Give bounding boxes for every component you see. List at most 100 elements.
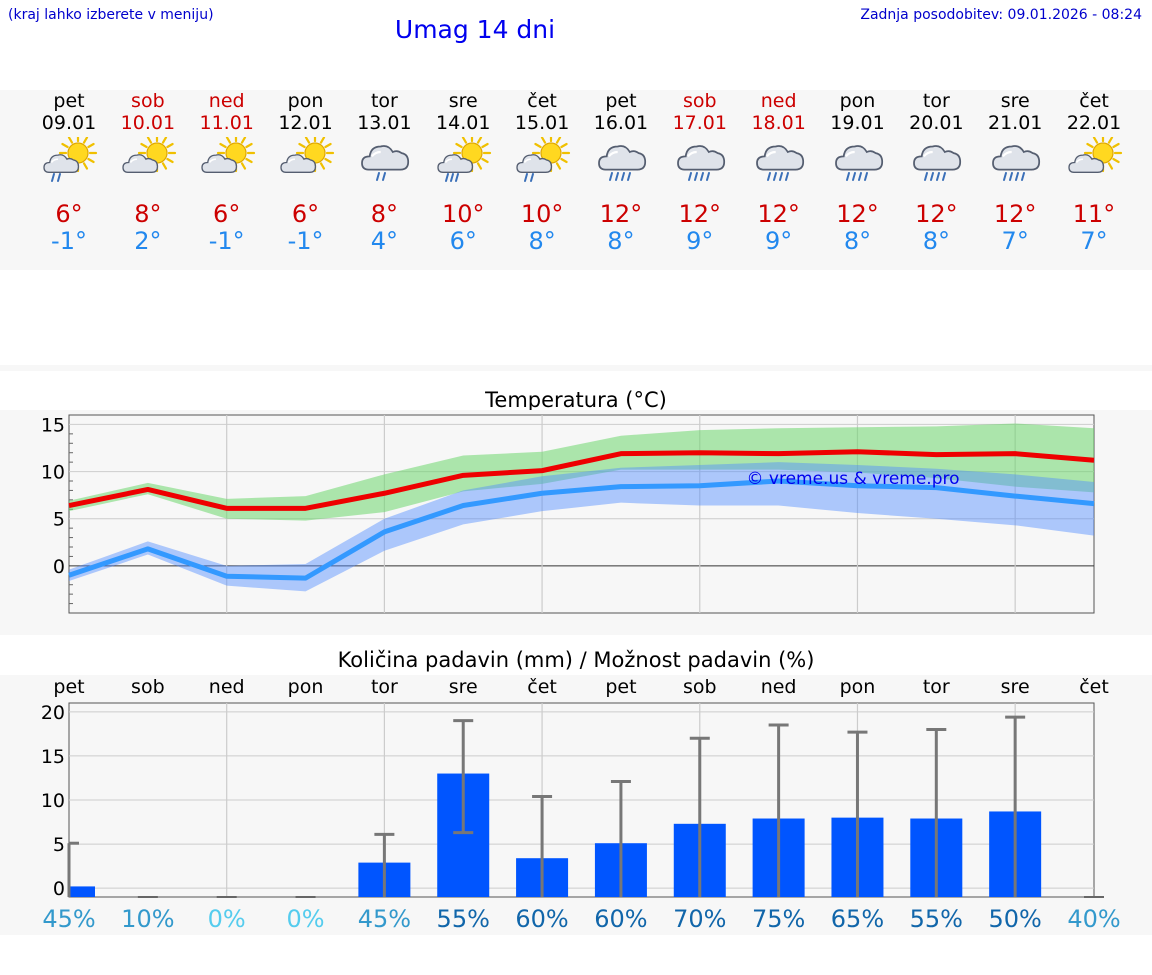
day-forecast: tor 13.01 8° 4° bbox=[339, 90, 429, 270]
day-forecast: ned 18.01 12° 9° bbox=[734, 90, 824, 270]
precip-day-label: sob bbox=[683, 676, 717, 698]
location-menu-hint[interactable]: (kraj lahko izberete v meniju) bbox=[8, 7, 214, 23]
day-name: pon bbox=[287, 90, 324, 112]
cloud-heavy-rain-icon bbox=[834, 145, 883, 181]
day-date: 10.01 bbox=[120, 112, 176, 134]
max-temperature: 6° bbox=[291, 200, 320, 228]
precip-day-label: čet bbox=[527, 676, 557, 698]
precip-probability-label: 50% bbox=[988, 905, 1041, 933]
temp-max-range-band bbox=[69, 423, 1094, 521]
last-update-timestamp: Zadnja posodobitev: 09.01.2026 - 08:24 bbox=[860, 7, 1142, 23]
sun-cloud-rain-icon bbox=[516, 137, 571, 182]
precip-day-label: sre bbox=[1001, 676, 1030, 698]
day-name: ned bbox=[760, 90, 797, 112]
max-temperature: 6° bbox=[213, 200, 241, 228]
temp-min-range-band bbox=[69, 462, 1094, 592]
min-temperature: 7° bbox=[1080, 227, 1108, 255]
precip-day-label: pon bbox=[840, 676, 876, 698]
precip-y-tick-label: 15 bbox=[41, 746, 65, 768]
min-temperature: 8° bbox=[528, 227, 556, 255]
day-name: čet bbox=[1079, 90, 1109, 112]
precip-y-tick-label: 10 bbox=[41, 790, 65, 812]
precip-day-label: sob bbox=[131, 676, 165, 698]
day-forecast: sre 14.01 10° 6° bbox=[418, 90, 508, 270]
day-name: čet bbox=[527, 90, 557, 112]
temp-max-line bbox=[68, 449, 1095, 511]
max-temperature: 12° bbox=[599, 200, 643, 228]
precip-probability-label: 55% bbox=[437, 905, 490, 933]
min-temperature: 4° bbox=[370, 227, 399, 255]
precip-probability-label: 0% bbox=[286, 905, 324, 933]
cloud-heavy-rain-icon bbox=[598, 145, 647, 181]
precip-probability-label: 45% bbox=[42, 905, 95, 933]
day-date: 17.01 bbox=[672, 112, 727, 134]
max-temperature: 10° bbox=[520, 200, 564, 228]
max-temperature: 6° bbox=[55, 200, 83, 228]
day-name: sob bbox=[683, 90, 717, 112]
temp-y-tick-label: 10 bbox=[41, 462, 65, 484]
min-temperature: 7° bbox=[1001, 227, 1029, 255]
min-temperature: 8° bbox=[922, 227, 950, 255]
precip-probability-label: 70% bbox=[673, 905, 726, 933]
max-temperature: 12° bbox=[993, 200, 1037, 228]
day-date: 16.01 bbox=[593, 112, 649, 134]
precip-probability-label: 40% bbox=[1067, 905, 1120, 933]
day-name: pet bbox=[53, 90, 85, 112]
precip-probability-label: 60% bbox=[515, 905, 568, 933]
day-forecast: čet 15.01 10° 8° bbox=[497, 90, 587, 270]
day-name: tor bbox=[370, 90, 398, 112]
day-date: 11.01 bbox=[199, 112, 254, 134]
precip-day-label: ned bbox=[761, 676, 797, 698]
watermark: © vreme.us & vreme.pro bbox=[746, 469, 959, 489]
precip-day-label: tor bbox=[371, 676, 398, 698]
max-temperature: 12° bbox=[915, 200, 958, 228]
temp-min-line bbox=[68, 478, 1095, 581]
sun-cloud-icon bbox=[201, 137, 255, 173]
min-temperature: 8° bbox=[843, 227, 872, 255]
day-date: 09.01 bbox=[41, 112, 97, 134]
min-temperature: -1° bbox=[51, 227, 87, 255]
min-temperature: 9° bbox=[765, 227, 793, 255]
min-temperature: 8° bbox=[607, 227, 635, 255]
max-temperature: 8° bbox=[370, 200, 399, 228]
precip-probability-label: 45% bbox=[358, 905, 411, 933]
day-date: 14.01 bbox=[436, 112, 491, 134]
precip-probability-label: 55% bbox=[910, 905, 963, 933]
page-title: Umag 14 dni bbox=[394, 15, 556, 44]
day-forecast: tor 20.01 12° 8° bbox=[891, 90, 981, 270]
precip-day-label: ned bbox=[209, 676, 245, 698]
cloud-heavy-rain-icon bbox=[913, 145, 962, 181]
day-forecast: pet 09.01 6° -1° bbox=[24, 90, 114, 270]
day-date: 13.01 bbox=[357, 112, 412, 134]
day-forecast: pon 19.01 12° 8° bbox=[813, 90, 903, 270]
day-name: pon bbox=[839, 90, 876, 112]
max-temperature: 10° bbox=[441, 200, 485, 228]
day-date: 15.01 bbox=[514, 112, 570, 134]
section-divider bbox=[0, 365, 1152, 371]
precip-y-tick-label: 0 bbox=[53, 878, 65, 900]
temp-y-tick-label: 15 bbox=[41, 414, 65, 436]
day-forecast: sob 10.01 8° 2° bbox=[103, 90, 193, 270]
sun-cloud-icon bbox=[1068, 137, 1123, 173]
day-forecast: sob 17.01 12° 9° bbox=[655, 90, 745, 270]
day-date: 19.01 bbox=[830, 112, 885, 134]
cloud-heavy-rain-icon bbox=[755, 145, 804, 181]
temperature-chart-title: Temperatura (°C) bbox=[485, 388, 667, 412]
day-forecast: ned 11.01 6° -1° bbox=[182, 90, 272, 270]
precip-day-label: pet bbox=[53, 676, 84, 698]
day-date: 12.01 bbox=[278, 112, 333, 134]
precip-probability-label: 75% bbox=[752, 905, 805, 933]
day-date: 21.01 bbox=[987, 112, 1043, 134]
day-name: sob bbox=[131, 90, 165, 112]
cloud-heavy-rain-icon bbox=[992, 145, 1041, 181]
temp-y-tick-label: 5 bbox=[53, 509, 65, 531]
day-name: sre bbox=[1000, 90, 1030, 112]
min-temperature: 9° bbox=[686, 227, 714, 255]
cloud-heavy-rain-icon bbox=[676, 145, 725, 181]
precip-day-label: sre bbox=[449, 676, 478, 698]
max-temperature: 12° bbox=[757, 200, 800, 228]
sun-cloud-icon bbox=[279, 137, 334, 173]
daily-forecast-panel bbox=[0, 90, 1152, 270]
day-forecast: sre 21.01 12° 7° bbox=[970, 90, 1060, 270]
day-name: sre bbox=[448, 90, 478, 112]
